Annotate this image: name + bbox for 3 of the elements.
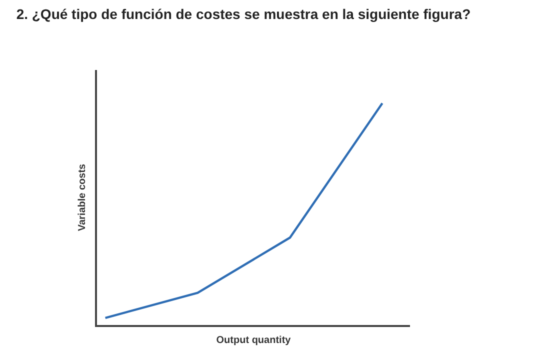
x-axis-title: Output quantity: [216, 335, 292, 346]
y-axis-title: Variable costs: [76, 163, 88, 232]
chart-title: 2. ¿Qué tipo de función de costes se muestra en la siguiente figura?: [16, 6, 471, 22]
